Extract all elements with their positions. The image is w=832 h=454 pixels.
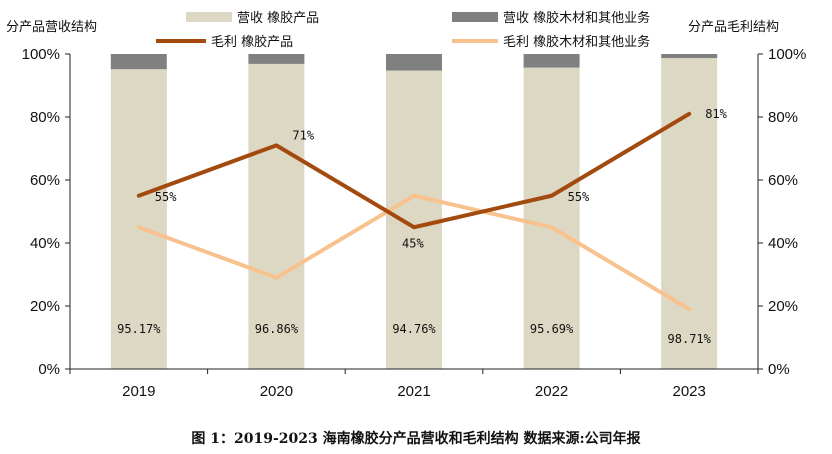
bar-data-label-2020: 96.86% [255,322,299,336]
bar-revenue-rubber-2023 [661,58,718,369]
x-tick-label-2020: 2020 [260,383,293,400]
figure-caption: 图 1：2019-2023 海南橡胶分产品营收和毛利结构 数据来源:公司年报 [191,431,641,447]
line-data-label-2022: 55% [568,190,590,204]
plot-area: 0% 0% 20% 20% 40% 40% 60% 60% 80% 80% 100% 100% 2019… [22,46,807,400]
bar-revenue-other-2022 [523,54,580,68]
combo-chart: 分产品营收结构 分产品毛利结构 营收 橡胶产品 营收 橡胶木材和其他业务 毛利 … [6,10,807,400]
line-data-label-2019: 55% [155,190,177,204]
left-axis-title: 分产品营收结构 [6,20,97,35]
bar-revenue-rubber-2021 [386,70,442,370]
bar-revenue-other-2023 [661,54,718,59]
left-y-tick-label: 100% [22,46,60,63]
bar-data-label-2022: 95.69% [530,322,574,336]
bar-data-label-2021: 94.76% [392,322,436,336]
x-tick-label-2022: 2022 [535,383,568,400]
legend-label-revenue-rubber: 营收 橡胶产品 [237,10,319,26]
legend-label-revenue-other: 营收 橡胶木材和其他业务 [503,10,650,26]
bar-revenue-other-2020 [248,54,305,64]
line-profit-other [136,193,692,312]
bar-revenue-rubber-2022 [523,67,580,369]
x-tick-label-2023: 2023 [673,383,706,400]
right-y-tick-label: 20% [768,298,798,315]
left-y-tick-label: 80% [30,109,60,126]
right-axis-title: 分产品毛利结构 [688,20,779,35]
right-y-tick-label: 60% [768,172,798,189]
bar-data-label-2019: 95.17% [117,322,161,336]
right-y-tick-label: 100% [768,46,806,63]
legend-swatch-revenue-rubber [186,12,232,22]
line-data-label-2021: 45% [402,236,424,250]
line-profit-rubber [136,111,692,230]
legend-label-profit-rubber: 毛利 橡胶产品 [211,34,293,50]
bar-revenue-other-2021 [386,54,442,71]
right-y-tick-label: 40% [768,235,798,252]
legend: 营收 橡胶产品 营收 橡胶木材和其他业务 毛利 橡胶产品 毛利 橡胶木材和其他业… [156,10,650,50]
legend-label-profit-other: 毛利 橡胶木材和其他业务 [503,34,650,50]
bar-data-label-2023: 98.71% [668,332,712,346]
x-tick-label-2021: 2021 [397,383,430,400]
left-y-tick-label: 60% [30,172,60,189]
bar-revenue-other-2019 [110,54,167,70]
left-y-tick-label: 40% [30,235,60,252]
line-data-label-2020: 71% [292,128,314,142]
right-y-tick-label: 0% [768,361,790,378]
legend-swatch-revenue-other [452,12,498,22]
right-y-tick-label: 80% [768,109,798,126]
x-tick-label-2019: 2019 [122,383,155,400]
left-y-tick-label: 0% [38,361,60,378]
bar-revenue-rubber-2020 [248,63,305,370]
bar-revenue-rubber-2019 [110,69,167,369]
left-y-tick-label: 20% [30,298,60,315]
line-data-label-2023: 81% [705,107,727,121]
